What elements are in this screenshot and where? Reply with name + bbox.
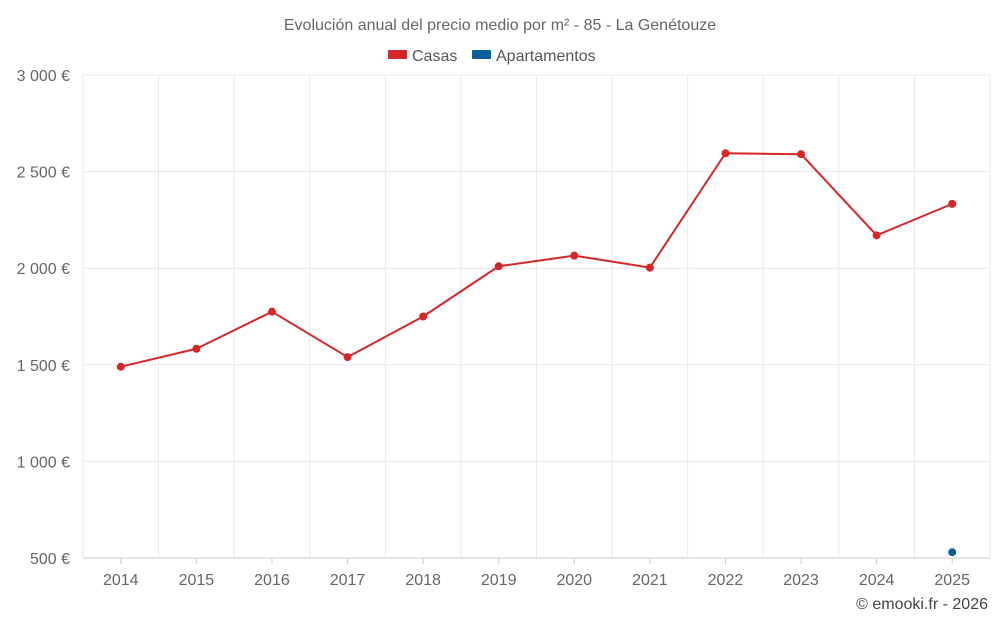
data-point-0-9[interactable] [797, 150, 806, 159]
legend-item-apartamentos[interactable]: Apartamentos [472, 48, 596, 65]
data-point-0-4[interactable] [419, 312, 428, 321]
legend-label-apartamentos: Apartamentos [496, 48, 596, 65]
x-tick-label: 2016 [254, 572, 290, 589]
legend-swatch-casas [388, 50, 407, 59]
x-tick-label: 2017 [330, 572, 366, 589]
y-axis: 500 € 1 000 € 1 500 € 2 000 € 2 500 € 3 000 € [17, 68, 70, 568]
chart-title: Evolución anual del precio medio por m² … [284, 17, 716, 34]
data-point-0-1[interactable] [192, 344, 201, 353]
x-tick-label: 2018 [405, 572, 441, 589]
x-tick-label: 2021 [632, 572, 668, 589]
y-tick-label: 500 € [30, 551, 70, 568]
legend-label-casas: Casas [412, 48, 457, 65]
x-tick-label: 2019 [481, 572, 517, 589]
x-tick-label: 2015 [179, 572, 215, 589]
data-point-0-10[interactable] [872, 231, 881, 240]
data-point-0-11[interactable] [948, 199, 957, 208]
data-point-0-3[interactable] [343, 353, 352, 362]
x-tick-label: 2024 [859, 572, 895, 589]
series-line-0 [120, 152, 953, 368]
data-point-1-11[interactable] [948, 548, 957, 557]
legend: Casas Apartamentos [388, 48, 596, 65]
x-tick-label: 2020 [556, 572, 592, 589]
data-point-0-0[interactable] [116, 362, 125, 371]
credit-text: © emooki.fr - 2026 [856, 596, 988, 613]
x-tick-label: 2022 [708, 572, 744, 589]
x-tick-label: 2023 [783, 572, 819, 589]
legend-swatch-apartamentos [472, 50, 491, 59]
y-tick-label: 1 000 € [17, 454, 70, 471]
y-tick-label: 2 000 € [17, 261, 70, 278]
data-point-0-8[interactable] [721, 149, 730, 158]
data-point-0-6[interactable] [570, 251, 579, 260]
data-point-0-2[interactable] [267, 307, 276, 316]
grid [82, 74, 991, 558]
y-tick-label: 2 500 € [17, 165, 70, 182]
series [116, 149, 957, 557]
x-tick-label: 2014 [103, 572, 139, 589]
data-point-0-5[interactable] [494, 262, 503, 271]
y-tick-label: 1 500 € [17, 358, 70, 375]
data-point-0-7[interactable] [645, 263, 654, 272]
x-tick-label: 2025 [934, 572, 970, 589]
y-tick-label: 3 000 € [17, 68, 70, 85]
legend-item-casas[interactable]: Casas [388, 48, 457, 65]
x-axis: 2014 2015 2016 2017 2018 2019 2020 2021 2022 2023… [83, 557, 990, 589]
